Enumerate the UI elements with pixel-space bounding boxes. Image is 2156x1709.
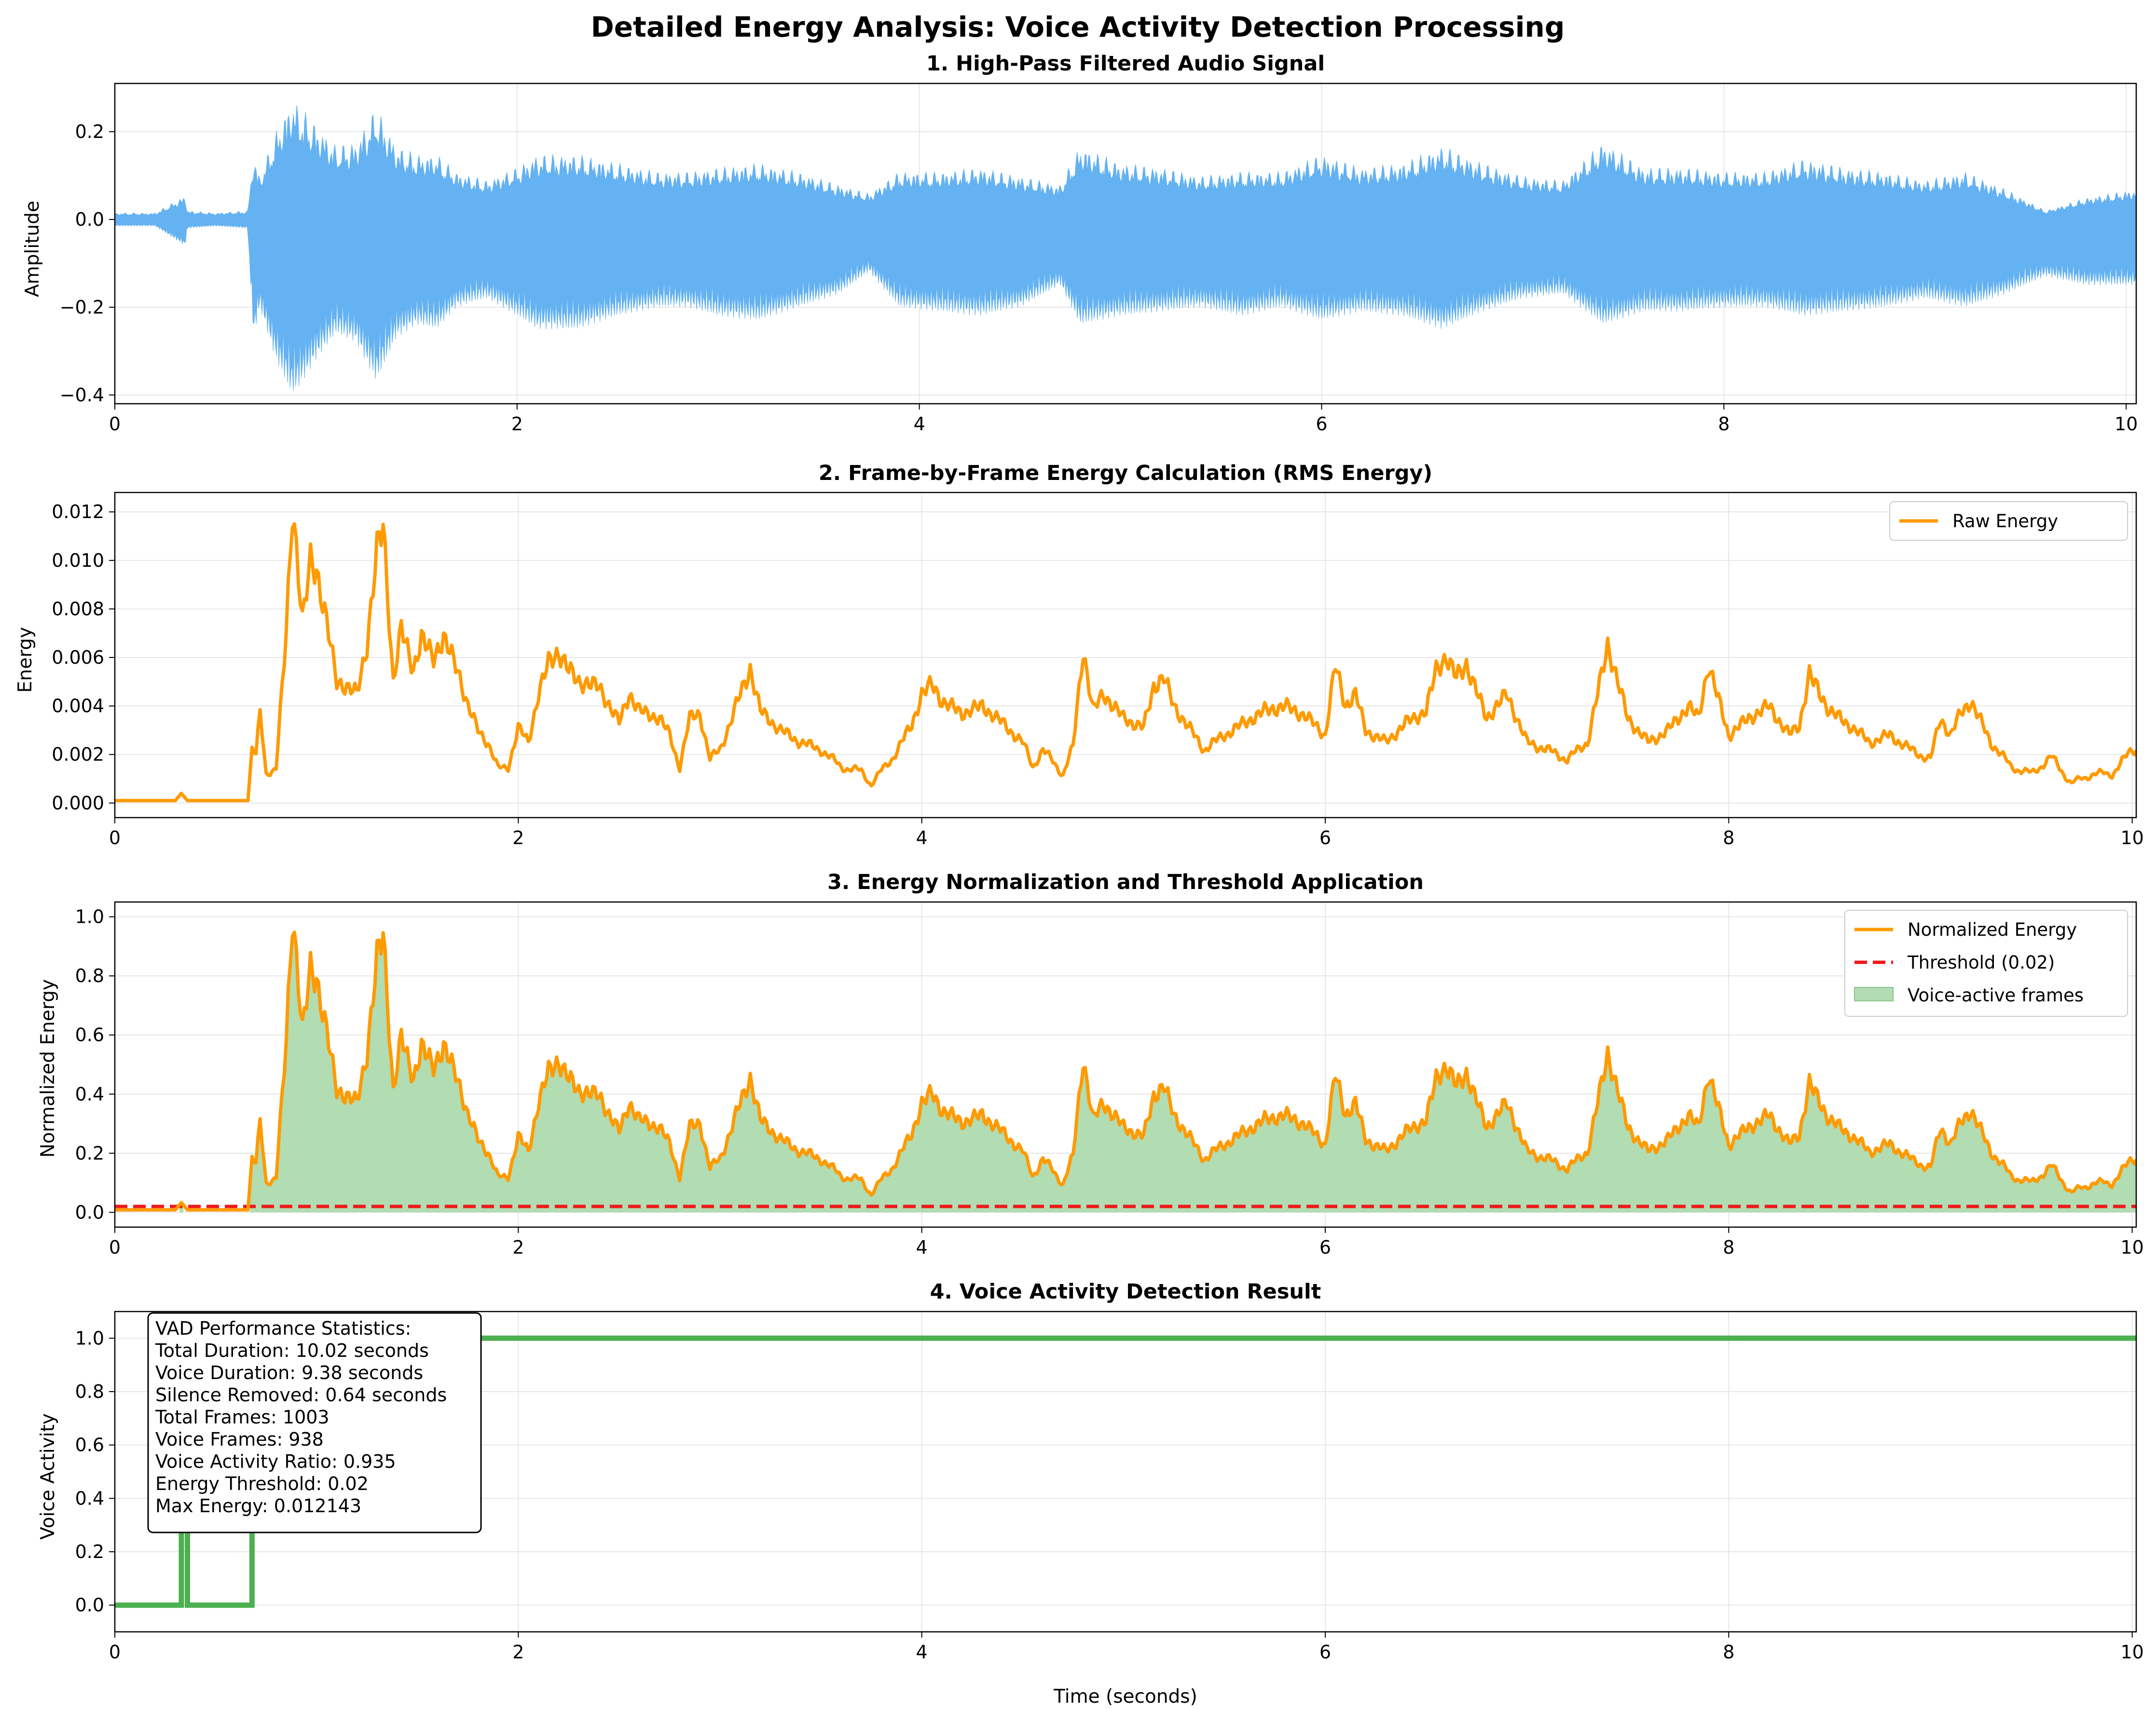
panel-raw-energy: 2. Frame-by-Frame Energy Calculation (RM… — [14, 461, 2144, 848]
x-tick-label: 10 — [2120, 1641, 2143, 1663]
x-tick-label: 2 — [512, 827, 524, 848]
plot-area — [115, 522, 2136, 803]
stats-line: Energy Threshold: 0.02 — [155, 1473, 369, 1494]
x-tick-label: 4 — [914, 413, 925, 435]
axes-frame — [114, 82, 2137, 405]
y-tick-label: 0.4 — [75, 1083, 104, 1105]
ylabel-energy: Energy — [14, 627, 36, 693]
legend-label: Voice-active frames — [1908, 985, 2084, 1006]
y-tick-label: 0.4 — [75, 1488, 104, 1509]
legend-swatch-voice-active — [1854, 987, 1894, 1001]
legend-label: Normalized Energy — [1908, 919, 2077, 940]
legend-box — [1844, 910, 2128, 1017]
y-tick-label: 0.2 — [75, 1143, 104, 1164]
y-tick-label: 0.002 — [52, 744, 104, 765]
x-tick-label: 8 — [1723, 1641, 1734, 1663]
x-tick-label: 6 — [1319, 1237, 1331, 1258]
y-tick-label: 0.0 — [75, 1202, 104, 1223]
panel-title-vad: 4. Voice Activity Detection Result — [930, 1280, 1321, 1304]
x-tick-label: 0 — [109, 1237, 121, 1258]
y-tick-label: 0.004 — [52, 696, 104, 717]
x-tick-label: 6 — [1319, 827, 1331, 848]
y-tick-label: 0.012 — [52, 501, 104, 522]
ylabel-voice-activity: Voice Activity — [37, 1413, 59, 1540]
y-tick-label: 1.0 — [75, 906, 104, 928]
legend-box — [1889, 501, 2128, 541]
x-tick-label: 0 — [109, 827, 121, 848]
y-tick-label: 0.0 — [75, 209, 104, 230]
x-tick-label: 4 — [916, 1641, 928, 1663]
y-tick-label: 1.0 — [75, 1327, 104, 1349]
x-tick-label: 10 — [2115, 413, 2138, 435]
panel-title-signal: 1. High-Pass Filtered Audio Signal — [926, 52, 1325, 76]
y-tick-label: 0.6 — [75, 1435, 104, 1456]
stats-line: Voice Activity Ratio: 0.935 — [155, 1451, 396, 1472]
y-tick-label: −0.4 — [60, 384, 104, 406]
x-tick-label: 4 — [916, 1237, 928, 1258]
x-tick-label: 8 — [1718, 413, 1730, 435]
x-tick-label: 4 — [916, 827, 928, 848]
x-tick-label: 10 — [2120, 1237, 2143, 1258]
figure-title: Detailed Energy Analysis: Voice Activity… — [591, 11, 1565, 43]
y-tick-label: 0.000 — [52, 793, 104, 814]
stats-line: Silence Removed: 0.64 seconds — [155, 1384, 447, 1406]
stats-line: Voice Frames: 938 — [155, 1429, 324, 1450]
x-tick-label: 0 — [109, 1641, 121, 1663]
axes-frame — [114, 901, 2137, 1228]
y-tick-label: 0.0 — [75, 1595, 104, 1616]
audio-waveform — [115, 105, 2136, 391]
y-tick-label: 0.8 — [75, 965, 104, 986]
y-tick-label: 0.2 — [75, 121, 104, 142]
x-tick-label: 6 — [1316, 413, 1327, 435]
y-tick-label: −0.2 — [60, 297, 104, 318]
x-tick-label: 2 — [512, 1237, 524, 1258]
x-tick-label: 6 — [1319, 1641, 1331, 1663]
x-tick-label: 8 — [1723, 1237, 1734, 1258]
y-tick-label: 0.8 — [75, 1381, 104, 1402]
legend-label: Threshold (0.02) — [1907, 952, 2055, 973]
ylabel-normalized-energy: Normalized Energy — [37, 979, 59, 1158]
y-tick-label: 0.6 — [75, 1025, 104, 1046]
ylabel-amplitude: Amplitude — [22, 201, 43, 297]
y-tick-label: 0.2 — [75, 1541, 104, 1562]
x-tick-label: 2 — [511, 413, 523, 435]
y-tick-label: 0.006 — [52, 647, 104, 668]
x-tick-label: 10 — [2120, 827, 2143, 848]
stats-box — [147, 1312, 482, 1533]
stats-line: Total Duration: 10.02 seconds — [155, 1340, 429, 1361]
x-tick-label: 2 — [512, 1641, 524, 1663]
stats-line: Total Frames: 1003 — [155, 1407, 330, 1428]
axes-frame — [114, 492, 2137, 819]
panel-vad: 4. Voice Activity Detection Result Voice… — [37, 1280, 2144, 1708]
x-tick-label: 0 — [109, 413, 121, 435]
voice-active-fill — [250, 932, 2136, 1213]
stats-line: Max Energy: 0.012143 — [155, 1495, 361, 1517]
x-tick-label: 8 — [1723, 827, 1734, 848]
normalized-energy-line — [115, 930, 2136, 1212]
xlabel-time: Time (seconds) — [1053, 1686, 1197, 1708]
legend-label: Raw Energy — [1952, 511, 2058, 532]
panel-title-normalized: 3. Energy Normalization and Threshold Ap… — [827, 870, 1424, 894]
axes-frame — [114, 1311, 2137, 1633]
plot-area — [115, 930, 2136, 1213]
panel-signal: 1. High-Pass Filtered Audio Signal Ampli… — [22, 52, 2138, 435]
raw-energy-line — [115, 522, 2136, 803]
panel-normalized: 3. Energy Normalization and Threshold Ap… — [37, 870, 2144, 1258]
stats-line: Voice Duration: 9.38 seconds — [155, 1362, 423, 1383]
y-tick-label: 0.010 — [52, 550, 104, 571]
stats-line: VAD Performance Statistics: — [155, 1318, 411, 1339]
panel-title-energy: 2. Frame-by-Frame Energy Calculation (RM… — [819, 461, 1432, 485]
plot-area — [115, 105, 2136, 391]
y-tick-label: 0.008 — [52, 598, 104, 619]
